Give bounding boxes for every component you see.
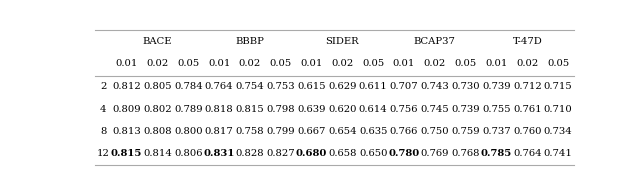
Text: 0.750: 0.750 — [420, 127, 449, 136]
Text: 0.805: 0.805 — [143, 82, 172, 91]
Text: 0.614: 0.614 — [359, 105, 388, 114]
Text: 0.680: 0.680 — [296, 149, 327, 158]
Text: T-47D: T-47D — [513, 37, 542, 46]
Text: 0.799: 0.799 — [266, 127, 295, 136]
Text: 0.827: 0.827 — [266, 149, 295, 158]
Text: 0.789: 0.789 — [174, 105, 203, 114]
Text: 0.798: 0.798 — [266, 105, 295, 114]
Text: 0.01: 0.01 — [300, 59, 323, 68]
Text: 0.650: 0.650 — [359, 149, 387, 158]
Text: 2: 2 — [100, 82, 106, 91]
Text: 0.654: 0.654 — [328, 127, 356, 136]
Text: 0.05: 0.05 — [269, 59, 292, 68]
Text: 0.02: 0.02 — [147, 59, 168, 68]
Text: 0.02: 0.02 — [239, 59, 261, 68]
Text: 0.737: 0.737 — [482, 127, 511, 136]
Text: 0.759: 0.759 — [451, 127, 480, 136]
Text: 0.741: 0.741 — [543, 149, 573, 158]
Text: 0.815: 0.815 — [111, 149, 142, 158]
Text: 0.817: 0.817 — [205, 127, 234, 136]
Text: 0.766: 0.766 — [390, 127, 418, 136]
Text: 0.02: 0.02 — [424, 59, 446, 68]
Text: 0.707: 0.707 — [390, 82, 419, 91]
Text: 0.806: 0.806 — [174, 149, 202, 158]
Text: 0.710: 0.710 — [544, 105, 573, 114]
Text: 0.01: 0.01 — [393, 59, 415, 68]
Text: 0.814: 0.814 — [143, 149, 172, 158]
Text: 0.780: 0.780 — [388, 149, 420, 158]
Text: 0.755: 0.755 — [482, 105, 511, 114]
Text: 0.02: 0.02 — [516, 59, 538, 68]
Text: 0.712: 0.712 — [513, 82, 541, 91]
Text: 0.629: 0.629 — [328, 82, 356, 91]
Text: 0.639: 0.639 — [298, 105, 326, 114]
Text: 0.615: 0.615 — [297, 82, 326, 91]
Text: 0.758: 0.758 — [236, 127, 264, 136]
Text: 0.745: 0.745 — [420, 105, 449, 114]
Text: 0.658: 0.658 — [328, 149, 356, 158]
Text: 0.784: 0.784 — [174, 82, 203, 91]
Text: 0.828: 0.828 — [236, 149, 264, 158]
Text: 0.730: 0.730 — [451, 82, 480, 91]
Text: 0.813: 0.813 — [112, 127, 141, 136]
Text: 0.05: 0.05 — [177, 59, 200, 68]
Text: 0.800: 0.800 — [174, 127, 203, 136]
Text: 0.831: 0.831 — [204, 149, 235, 158]
Text: 0.818: 0.818 — [205, 105, 234, 114]
Text: 0.753: 0.753 — [266, 82, 295, 91]
Text: 12: 12 — [97, 149, 109, 158]
Text: 0.754: 0.754 — [236, 82, 264, 91]
Text: 0.01: 0.01 — [208, 59, 230, 68]
Text: 0.05: 0.05 — [454, 59, 477, 68]
Text: 0.734: 0.734 — [544, 127, 573, 136]
Text: 0.764: 0.764 — [513, 149, 541, 158]
Text: 0.715: 0.715 — [544, 82, 573, 91]
Text: 0.808: 0.808 — [143, 127, 172, 136]
Text: 0.667: 0.667 — [298, 127, 326, 136]
Text: 0.05: 0.05 — [362, 59, 385, 68]
Text: 0.635: 0.635 — [359, 127, 387, 136]
Text: 0.812: 0.812 — [112, 82, 141, 91]
Text: 0.768: 0.768 — [451, 149, 480, 158]
Text: BACE: BACE — [143, 37, 172, 46]
Text: 4: 4 — [100, 105, 106, 114]
Text: 0.802: 0.802 — [143, 105, 172, 114]
Text: 0.739: 0.739 — [482, 82, 511, 91]
Text: 0.02: 0.02 — [332, 59, 353, 68]
Text: 0.815: 0.815 — [236, 105, 264, 114]
Text: 0.760: 0.760 — [513, 127, 541, 136]
Text: 0.743: 0.743 — [420, 82, 449, 91]
Text: 0.761: 0.761 — [513, 105, 541, 114]
Text: 0.01: 0.01 — [115, 59, 138, 68]
Text: BCAP37: BCAP37 — [414, 37, 456, 46]
Text: 0.785: 0.785 — [481, 149, 512, 158]
Text: 0.05: 0.05 — [547, 59, 569, 68]
Text: 8: 8 — [100, 127, 106, 136]
Text: 0.809: 0.809 — [113, 105, 141, 114]
Text: 0.739: 0.739 — [451, 105, 480, 114]
Text: 0.769: 0.769 — [420, 149, 449, 158]
Text: 0.611: 0.611 — [359, 82, 388, 91]
Text: SIDER: SIDER — [326, 37, 359, 46]
Text: 0.01: 0.01 — [485, 59, 508, 68]
Text: 0.756: 0.756 — [390, 105, 419, 114]
Text: 0.764: 0.764 — [205, 82, 234, 91]
Text: BBBP: BBBP — [236, 37, 264, 46]
Text: 0.620: 0.620 — [328, 105, 356, 114]
